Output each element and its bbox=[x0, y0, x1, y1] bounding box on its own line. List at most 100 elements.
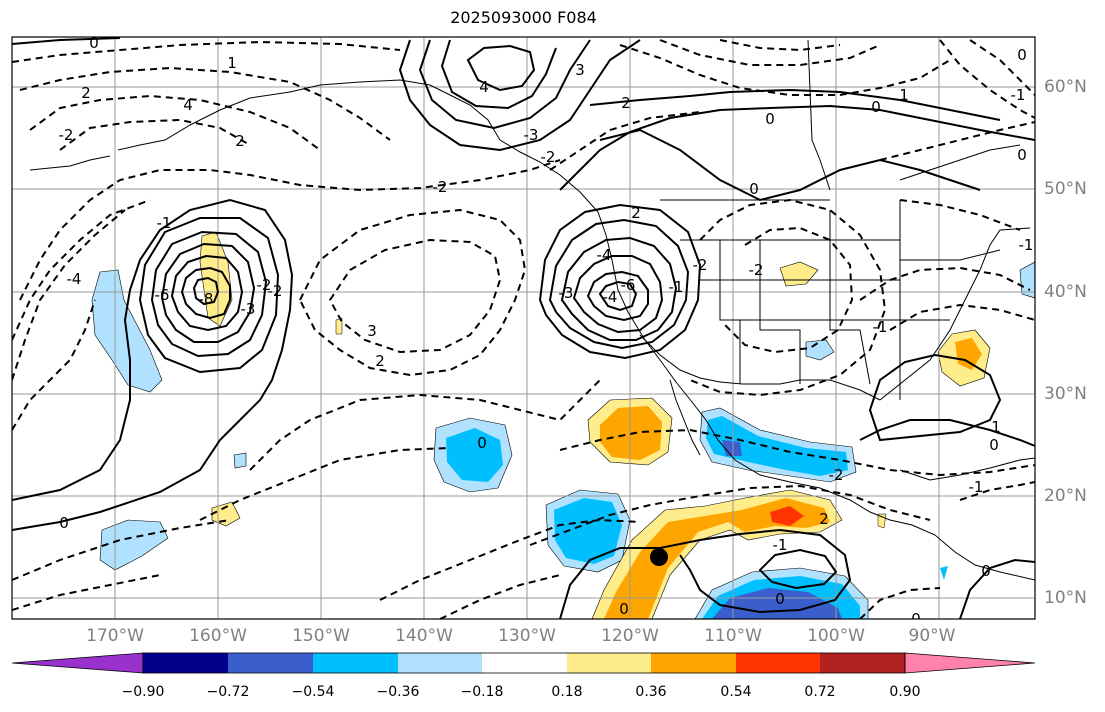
shade-light-blue bbox=[99, 519, 169, 571]
contour-solid bbox=[598, 280, 638, 312]
contour-solid bbox=[12, 198, 294, 531]
colorbar-tick-label: −0.54 bbox=[291, 684, 335, 700]
colorbar-swatch bbox=[228, 653, 313, 673]
contour-dashed bbox=[689, 198, 887, 397]
contour-dashed bbox=[879, 121, 1035, 161]
contours bbox=[12, 37, 1035, 619]
shade-dark-blue bbox=[712, 588, 842, 619]
colorbar-tick-label: −0.18 bbox=[460, 684, 504, 700]
contour-dashed bbox=[899, 199, 1021, 231]
contour-dashed bbox=[889, 303, 1035, 331]
contour-solid bbox=[548, 218, 690, 350]
contour-label: 0 bbox=[981, 562, 991, 580]
contour-label: -2 bbox=[749, 261, 764, 279]
colorbar-tick-label: −0.72 bbox=[206, 684, 250, 700]
contour-dashed bbox=[12, 199, 151, 341]
coastlines bbox=[29, 39, 1035, 581]
colorbar-swatch bbox=[143, 653, 228, 673]
colorbar-swatch bbox=[567, 653, 651, 673]
contour-label: -6 bbox=[155, 286, 170, 304]
contour-dashed bbox=[19, 66, 391, 141]
location-marker bbox=[650, 548, 668, 566]
contour-label: 0 bbox=[989, 436, 999, 454]
contour-dashed bbox=[959, 481, 1035, 501]
map-frame bbox=[11, 36, 1036, 620]
shade-light-blue bbox=[233, 452, 247, 469]
colorbar-swatch bbox=[820, 653, 905, 673]
contour-label: 0 bbox=[749, 180, 759, 198]
contour-solid bbox=[398, 39, 641, 152]
contour-label: 4 bbox=[479, 78, 489, 96]
colorbar-tick-label: 0.72 bbox=[804, 684, 836, 700]
contour-solid bbox=[559, 104, 1035, 191]
contour-dashed bbox=[12, 519, 231, 581]
lat-label: 60°N bbox=[1044, 77, 1087, 97]
contour-label: 2 bbox=[81, 84, 91, 102]
contour-label: -2 bbox=[59, 126, 74, 144]
contour-label: 0 bbox=[477, 434, 487, 452]
contour-label: 1 bbox=[227, 54, 237, 72]
contour-label: -1 bbox=[773, 536, 788, 554]
contour-dashed bbox=[59, 118, 251, 151]
contour-solid bbox=[192, 276, 220, 306]
contour-dashed bbox=[859, 587, 941, 619]
contour-solid bbox=[560, 236, 678, 341]
lat-label: 20°N bbox=[1044, 486, 1087, 506]
colorbar-swatch bbox=[651, 653, 736, 673]
contour-dashed bbox=[19, 159, 561, 301]
contour-label: -2 bbox=[268, 282, 283, 300]
contours-dashed bbox=[12, 39, 1035, 619]
contour-label: 2 bbox=[621, 94, 631, 112]
contour-label: -3 bbox=[524, 126, 539, 144]
contour-solid bbox=[572, 255, 664, 334]
contour-solid bbox=[599, 128, 981, 202]
contour-solid bbox=[559, 528, 852, 619]
contour-dashed bbox=[969, 39, 1035, 96]
contour-dashed bbox=[328, 238, 502, 354]
contour-label: -4 bbox=[603, 288, 618, 306]
contour-solid bbox=[170, 254, 244, 332]
colorbar-extend-high bbox=[904, 652, 1036, 674]
colorbar-tick-label: 0.36 bbox=[635, 684, 667, 700]
contour-label: -4 bbox=[67, 270, 82, 288]
contour-label: -1 bbox=[157, 214, 172, 232]
contour-solid bbox=[418, 39, 591, 130]
contour-label: 0 bbox=[1017, 146, 1027, 164]
contour-label: 0 bbox=[619, 600, 629, 618]
colorbar-tick-label: −0.36 bbox=[376, 684, 420, 700]
contour-solid bbox=[160, 242, 256, 343]
contour-solid bbox=[138, 217, 280, 374]
shade-dark-blue bbox=[722, 440, 742, 456]
contour-dashed bbox=[249, 379, 601, 471]
contour-solid bbox=[440, 39, 557, 110]
contour-label: 0 bbox=[911, 610, 921, 628]
lon-label: 140°W bbox=[395, 626, 453, 646]
contour-solid bbox=[12, 37, 121, 45]
contour-label: 1 bbox=[899, 86, 909, 104]
contour-dashed bbox=[549, 111, 701, 171]
contour-label: -4 bbox=[597, 246, 612, 264]
contour-label: 1 bbox=[991, 418, 1001, 436]
contour-label: 3 bbox=[575, 61, 585, 79]
contour-label: 2 bbox=[631, 204, 641, 222]
contour-dashed bbox=[12, 40, 401, 63]
contour-solid bbox=[859, 419, 1035, 447]
contour-labels: 0 1 2 4 -2 2 3 4 -3 -2 0 1 0 2 -2 -4 -1 … bbox=[59, 34, 1034, 628]
contour-dashed bbox=[29, 94, 321, 151]
contour-label: -2 bbox=[433, 178, 448, 196]
shade-blue bbox=[706, 416, 848, 476]
contour-label: -6 bbox=[621, 276, 636, 294]
contour-label: -8 bbox=[199, 290, 214, 308]
shade-blue bbox=[940, 566, 948, 580]
contour-label: 0 bbox=[89, 34, 99, 52]
contour-solid bbox=[466, 44, 536, 92]
colorbar-tick-label: 0.54 bbox=[720, 684, 752, 700]
contour-label: 2 bbox=[235, 132, 245, 150]
lon-label: 90°W bbox=[908, 626, 956, 646]
contour-label: 0 bbox=[765, 110, 775, 128]
contour-label: -1 bbox=[873, 318, 888, 336]
contour-dashed bbox=[529, 484, 931, 546]
contour-dashed bbox=[859, 266, 1031, 301]
contour-label: -1 bbox=[1011, 86, 1026, 104]
